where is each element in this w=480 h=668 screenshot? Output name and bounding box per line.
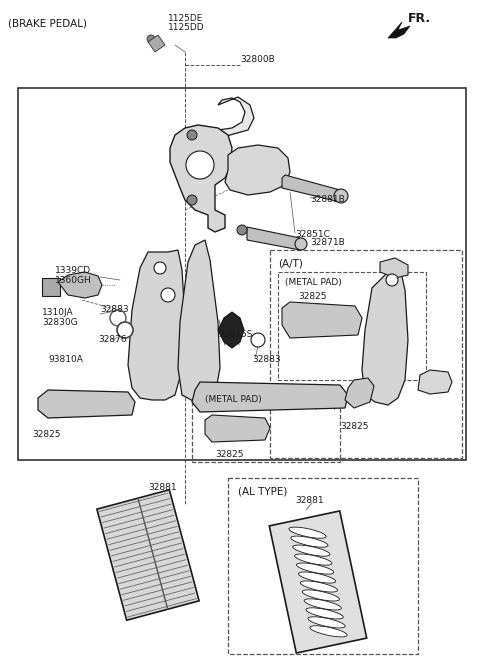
Text: 32883: 32883 bbox=[252, 355, 281, 364]
Text: 32815S: 32815S bbox=[218, 330, 252, 339]
Ellipse shape bbox=[299, 572, 336, 583]
Text: 32881: 32881 bbox=[148, 483, 177, 492]
Polygon shape bbox=[282, 175, 342, 202]
Polygon shape bbox=[192, 382, 348, 412]
Ellipse shape bbox=[291, 536, 328, 547]
Polygon shape bbox=[97, 490, 199, 621]
Polygon shape bbox=[247, 227, 302, 250]
Bar bbox=[228, 478, 418, 654]
Polygon shape bbox=[388, 22, 410, 38]
Polygon shape bbox=[282, 302, 362, 338]
Ellipse shape bbox=[289, 527, 326, 538]
Text: 1125DD: 1125DD bbox=[168, 23, 204, 32]
Circle shape bbox=[187, 195, 197, 205]
Polygon shape bbox=[225, 145, 290, 195]
Polygon shape bbox=[170, 125, 232, 232]
Circle shape bbox=[295, 238, 307, 250]
Polygon shape bbox=[38, 390, 135, 418]
Ellipse shape bbox=[302, 590, 339, 601]
Polygon shape bbox=[58, 272, 102, 298]
Text: 32825: 32825 bbox=[215, 450, 243, 459]
Polygon shape bbox=[210, 97, 254, 148]
Text: (AL TYPE): (AL TYPE) bbox=[238, 486, 288, 496]
Text: (BRAKE PEDAL): (BRAKE PEDAL) bbox=[8, 18, 87, 28]
Circle shape bbox=[154, 262, 166, 274]
Text: 1125DE: 1125DE bbox=[168, 14, 204, 23]
Polygon shape bbox=[128, 250, 185, 400]
Circle shape bbox=[386, 274, 398, 286]
Text: 1339CD: 1339CD bbox=[55, 266, 91, 275]
Circle shape bbox=[186, 151, 214, 179]
Polygon shape bbox=[218, 312, 244, 348]
Bar bbox=[430, 375, 444, 390]
Text: 32825: 32825 bbox=[32, 430, 60, 439]
Bar bbox=[18, 88, 466, 460]
Text: 1360GH: 1360GH bbox=[55, 276, 92, 285]
Text: 32825: 32825 bbox=[340, 422, 369, 431]
Text: 32881B: 32881B bbox=[310, 195, 345, 204]
Text: 32883: 32883 bbox=[100, 305, 129, 314]
Polygon shape bbox=[148, 35, 165, 52]
Circle shape bbox=[237, 225, 247, 235]
Text: (A/T): (A/T) bbox=[278, 258, 303, 268]
Circle shape bbox=[251, 333, 265, 347]
Text: 32871B: 32871B bbox=[310, 238, 345, 247]
Bar bbox=[42, 278, 60, 296]
Circle shape bbox=[110, 310, 126, 326]
Ellipse shape bbox=[297, 563, 334, 574]
Polygon shape bbox=[380, 258, 408, 278]
Text: 32851C: 32851C bbox=[295, 230, 330, 239]
Ellipse shape bbox=[308, 617, 345, 628]
Circle shape bbox=[334, 189, 348, 203]
Circle shape bbox=[161, 288, 175, 302]
Bar bbox=[270, 250, 462, 458]
Ellipse shape bbox=[306, 608, 343, 619]
Bar bbox=[278, 272, 426, 380]
Ellipse shape bbox=[300, 581, 337, 592]
Polygon shape bbox=[205, 415, 270, 442]
Ellipse shape bbox=[310, 626, 347, 637]
Circle shape bbox=[187, 130, 197, 140]
Ellipse shape bbox=[293, 545, 330, 556]
Text: 32876: 32876 bbox=[98, 335, 127, 344]
Text: 32830G: 32830G bbox=[42, 318, 78, 327]
Polygon shape bbox=[269, 511, 367, 653]
Ellipse shape bbox=[304, 599, 341, 610]
Text: 32800B: 32800B bbox=[240, 55, 275, 64]
Text: 32825: 32825 bbox=[298, 292, 326, 301]
Text: (METAL PAD): (METAL PAD) bbox=[205, 395, 262, 404]
Text: FR.: FR. bbox=[408, 12, 431, 25]
Text: 32881: 32881 bbox=[295, 496, 324, 505]
Polygon shape bbox=[178, 240, 220, 402]
Text: (METAL PAD): (METAL PAD) bbox=[285, 278, 342, 287]
Text: 1310JA: 1310JA bbox=[42, 308, 73, 317]
Polygon shape bbox=[345, 378, 374, 408]
Circle shape bbox=[147, 35, 155, 43]
Text: 93810A: 93810A bbox=[48, 355, 83, 364]
Polygon shape bbox=[362, 268, 408, 405]
Polygon shape bbox=[418, 370, 452, 394]
Ellipse shape bbox=[295, 554, 332, 565]
Bar bbox=[192, 390, 340, 462]
Circle shape bbox=[117, 322, 133, 338]
